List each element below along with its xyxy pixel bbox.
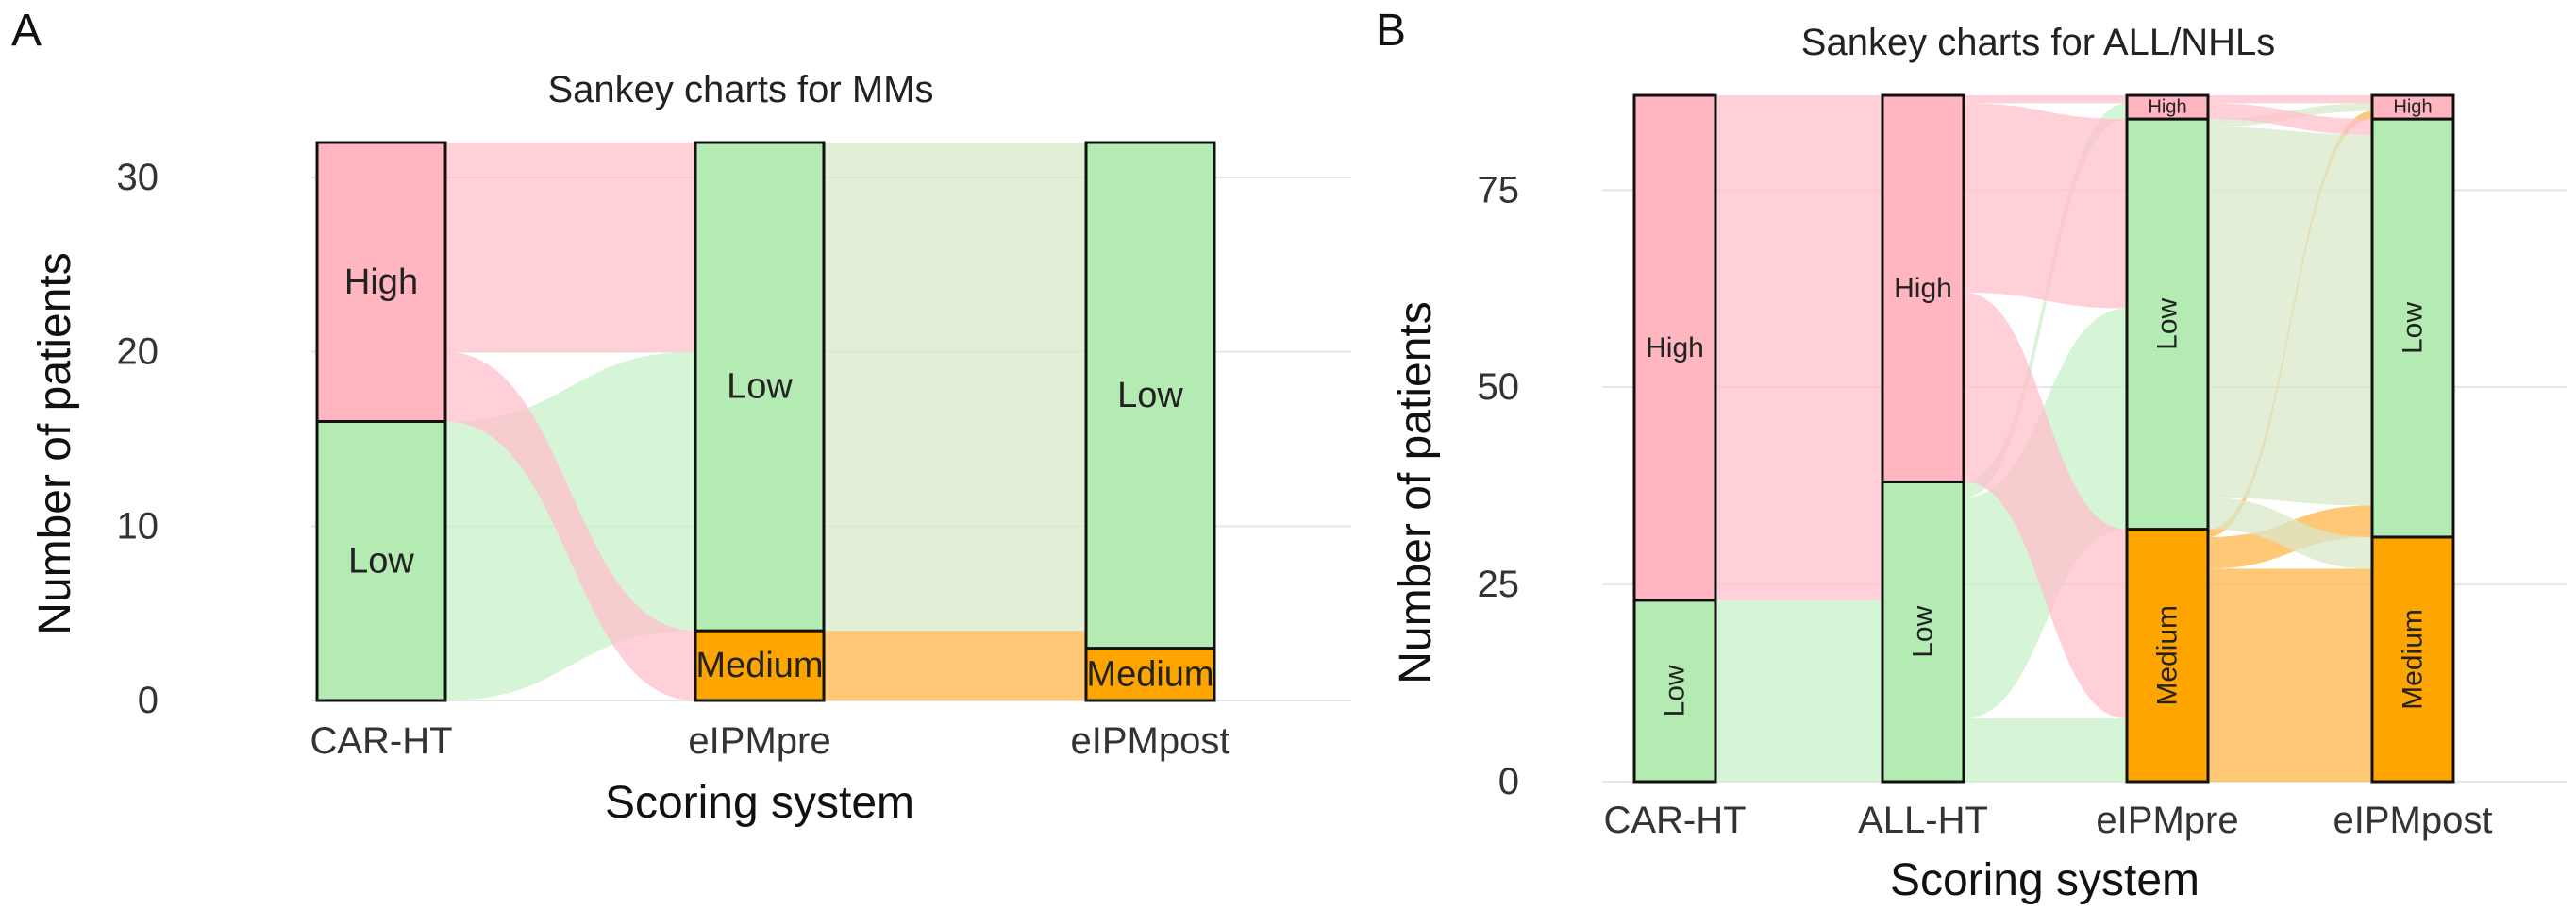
chart-b-y-tick-label: 25	[1478, 564, 1520, 605]
chart-b-x-tick-label-eipmpre: eIPMpre	[2096, 800, 2238, 841]
chart-b-node-car-ht-high	[1632, 93, 1717, 602]
chart-b-flows	[1715, 95, 2372, 782]
chart-b-flow-all-ht-high-to-medium	[1964, 292, 2127, 719]
chart-b-node-label-eipmpost-low: Low	[2398, 302, 2429, 354]
chart-a-y-axis-title: Number of patients	[30, 252, 80, 635]
chart-b-node-eipmpost-high	[2370, 93, 2455, 121]
sankey-chart-mms: Low High Medium Low Medium Low 0 10 20 30 CAR-HT eI…	[30, 69, 1351, 828]
chart-a-flow-eipmpre-low-to-low	[824, 143, 1086, 632]
chart-a-node-eipmpre-low	[694, 141, 826, 633]
chart-b-y-tick-label: 50	[1478, 366, 1520, 408]
chart-b-flow-eipmpre-high-to-low	[2208, 103, 2372, 135]
chart-b-y-axis-title: Number of patients	[1391, 301, 1441, 684]
panel-letter-a: A	[11, 6, 42, 56]
panel-letter-b: B	[1376, 6, 1406, 56]
chart-b-flow-all-ht-high-to-low	[1964, 103, 2127, 309]
chart-a-node-car-ht-low	[315, 420, 447, 702]
chart-b-title: Sankey charts for ALL/NHLs	[1801, 22, 2275, 63]
chart-b-node-car-ht-low	[1632, 599, 1717, 784]
chart-b-x-tick-label-all-ht: ALL-HT	[1858, 800, 1988, 841]
chart-a-flow-eipmpre-medium-to-medium	[824, 648, 1086, 700]
chart-b-flow-all-ht-high-to-high	[1964, 95, 2127, 104]
chart-a-flow-car-ht-high-to-medium	[445, 351, 695, 700]
chart-b-node-label-all-ht-high: High	[1894, 273, 1952, 304]
chart-a-node-eipmpost-low	[1084, 141, 1216, 650]
chart-b-node-label-all-ht-low: Low	[1908, 605, 1939, 657]
chart-b-y-tick-label: 75	[1478, 169, 1520, 211]
chart-b-node-label-eipmpost-high: High	[2393, 97, 2432, 118]
chart-a-y-tick-label: 0	[138, 680, 159, 721]
chart-a-x-axis-title: Scoring system	[605, 778, 914, 828]
chart-b-flow-eipmpre-medium-to-medium	[2208, 568, 2372, 782]
chart-b-flow-eipmpre-low-to-low	[2208, 127, 2372, 506]
chart-a-node-label-car-ht-low: Low	[348, 541, 414, 581]
chart-a-node-label-eipmpre-low: Low	[727, 367, 793, 407]
chart-a-y-tick-label: 20	[117, 331, 159, 373]
chart-b-node-label-eipmpost-medium: Medium	[2398, 609, 2429, 710]
chart-a-flow-eipmpre-medium-to-low	[824, 631, 1086, 649]
chart-b-node-label-eipmpre-medium: Medium	[2152, 605, 2183, 706]
chart-b-node-label-car-ht-high: High	[1646, 332, 1704, 363]
chart-b-node-eipmpost-low	[2370, 117, 2455, 539]
chart-a-node-label-eipmpre-medium: Medium	[695, 646, 823, 685]
chart-b-flow-all-ht-low-to-medium	[1964, 718, 2127, 782]
chart-b-y-tick-label: 0	[1498, 761, 1519, 802]
chart-b-flow-eipmpre-low-to-medium	[2208, 498, 2372, 569]
chart-b-node-label-car-ht-low: Low	[1660, 665, 1691, 717]
chart-b-node-all-ht-low	[1881, 480, 1965, 784]
chart-a-flow-car-ht-high-to-low	[445, 143, 695, 352]
chart-a-node-car-ht-high	[315, 141, 447, 423]
chart-b-node-all-ht-high	[1881, 93, 1965, 483]
chart-a-y-tick-label: 30	[117, 157, 159, 198]
chart-b-flow-car-ht-low-to-low	[1715, 599, 1882, 782]
chart-a-title: Sankey charts for MMs	[547, 69, 933, 110]
chart-a-node-label-car-ht-high: High	[344, 262, 418, 302]
chart-a-node-eipmpost-medium	[1084, 647, 1216, 702]
chart-b-x-axis-title: Scoring system	[1890, 855, 2200, 905]
chart-b-flow-car-ht-high-to-low	[1715, 481, 1882, 600]
chart-b-flow-eipmpre-high-to-high	[2208, 95, 2372, 104]
chart-b-node-eipmpre-low	[2125, 117, 2210, 531]
chart-a-x-tick-label-eipmpre: eIPMpre	[688, 720, 830, 762]
chart-b-node-eipmpre-high	[2125, 93, 2210, 121]
chart-b-node-label-eipmpre-high: High	[2148, 97, 2186, 118]
chart-b-x-tick-label-car-ht: CAR-HT	[1603, 800, 1746, 841]
chart-a-node-label-eipmpost-low: Low	[1117, 376, 1183, 415]
chart-b-node-label-eipmpre-low: Low	[2152, 297, 2183, 349]
chart-a-flows	[445, 143, 1086, 700]
chart-a-x-tick-label-eipmpost: eIPMpost	[1071, 720, 1230, 762]
chart-a-node-label-eipmpost-medium: Medium	[1086, 654, 1213, 694]
sankey-chart-all-nhls: Low High Low High Medium Low High Medium Low High…	[1391, 22, 2567, 905]
chart-b-x-tick-label-eipmpost: eIPMpost	[2333, 800, 2493, 841]
chart-a-node-eipmpre-medium	[694, 629, 826, 702]
chart-a-x-tick-label-car-ht: CAR-HT	[309, 720, 452, 762]
chart-a-y-tick-label: 10	[117, 505, 159, 547]
chart-b-flow-car-ht-high-to-high	[1715, 95, 1882, 482]
